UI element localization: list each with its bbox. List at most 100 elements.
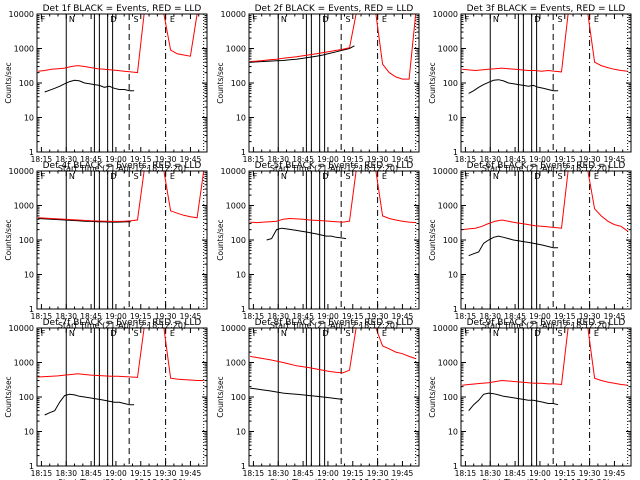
y-tick-label: 1000 bbox=[226, 202, 246, 211]
marker-letter: S bbox=[133, 329, 138, 338]
x-tick-label: 18:15 bbox=[243, 155, 265, 164]
x-tick-label: 19:45 bbox=[392, 312, 414, 321]
x-tick-label: 18:30 bbox=[55, 155, 77, 164]
y-tick-label: 1000 bbox=[438, 45, 458, 54]
series-line-events bbox=[468, 392, 559, 412]
series-line-lld bbox=[250, 14, 417, 80]
y-tick-label: 1 bbox=[29, 462, 34, 471]
y-tick-label: 10000 bbox=[221, 167, 246, 176]
x-axis-label: Start Time (21-Apr-12 18:12:20) bbox=[270, 164, 398, 173]
x-tick-label: 18:15 bbox=[243, 312, 265, 321]
marker-letter: E bbox=[594, 15, 599, 24]
x-tick-label: 18:45 bbox=[292, 155, 314, 164]
y-tick-label: 100 bbox=[19, 393, 34, 402]
marker-letter: N bbox=[493, 172, 499, 181]
marker-letter: N bbox=[493, 329, 499, 338]
marker-letter: D bbox=[110, 329, 116, 338]
x-tick-label: 18:30 bbox=[55, 469, 77, 478]
marker-letter: D bbox=[534, 329, 540, 338]
chart-title: Det 4f BLACK = Events, RED = LLD bbox=[43, 161, 202, 171]
x-tick-label: 19:45 bbox=[604, 155, 626, 164]
x-tick-label: 19:15 bbox=[342, 155, 364, 164]
marker-letter: D bbox=[534, 15, 540, 24]
x-tick-label: 18:45 bbox=[504, 469, 526, 478]
marker-letter: N bbox=[69, 15, 75, 24]
chart-title: Det 1f BLACK = Events, RED = LLD bbox=[43, 4, 202, 14]
marker-letter: E bbox=[382, 15, 387, 24]
x-tick-label: 18:45 bbox=[504, 312, 526, 321]
marker-letter: D bbox=[110, 15, 116, 24]
y-tick-label: 1 bbox=[453, 148, 458, 157]
y-axis-label: Counts/sec bbox=[428, 376, 437, 417]
marker-letter: E bbox=[170, 329, 175, 338]
y-tick-label: 100 bbox=[443, 79, 458, 88]
series-line-events bbox=[468, 235, 559, 257]
marker-letter: E bbox=[382, 172, 387, 181]
series-line-lld bbox=[250, 328, 416, 374]
marker-letter: E bbox=[594, 329, 599, 338]
y-axis-label: Counts/sec bbox=[4, 62, 13, 103]
y-axis-label: Counts/sec bbox=[4, 376, 13, 417]
y-tick-label: 10 bbox=[448, 428, 458, 437]
x-tick-label: 19:45 bbox=[392, 469, 414, 478]
x-tick-label: 19:00 bbox=[317, 312, 339, 321]
marker-letter: E bbox=[170, 15, 175, 24]
marker-letter: N bbox=[281, 15, 287, 24]
y-axis-label: Counts/sec bbox=[428, 219, 437, 260]
series-line-events bbox=[44, 79, 135, 93]
y-tick-label: 10 bbox=[24, 428, 34, 437]
plot-area bbox=[462, 328, 629, 466]
marker-letter: F bbox=[41, 172, 46, 181]
marker-letter: D bbox=[322, 329, 328, 338]
x-tick-label: 19:45 bbox=[392, 155, 414, 164]
x-tick-label: 19:00 bbox=[317, 469, 339, 478]
x-tick-label: 19:00 bbox=[529, 312, 551, 321]
y-tick-label: 1000 bbox=[226, 45, 246, 54]
y-tick-label: 100 bbox=[443, 393, 458, 402]
series-line-events bbox=[468, 79, 559, 94]
x-tick-label: 18:30 bbox=[267, 312, 289, 321]
x-tick-label: 19:45 bbox=[604, 312, 626, 321]
y-tick-label: 10000 bbox=[433, 10, 458, 19]
y-tick-label: 10000 bbox=[221, 324, 246, 333]
marker-letter: S bbox=[133, 15, 138, 24]
marker-letter: S bbox=[557, 172, 562, 181]
x-tick-label: 19:00 bbox=[529, 469, 551, 478]
y-tick-label: 10000 bbox=[221, 10, 246, 19]
marker-letter: N bbox=[281, 329, 287, 338]
y-axis-label: Counts/sec bbox=[4, 219, 13, 260]
y-tick-label: 10 bbox=[24, 271, 34, 280]
plot-area bbox=[462, 14, 629, 152]
y-tick-label: 1 bbox=[29, 148, 34, 157]
x-tick-label: 19:15 bbox=[130, 155, 152, 164]
marker-letter: F bbox=[253, 329, 258, 338]
chart-title: Det 2f BLACK = Events, RED = LLD bbox=[255, 4, 414, 14]
x-tick-label: 19:15 bbox=[130, 469, 152, 478]
x-tick-label: 18:15 bbox=[243, 469, 265, 478]
x-tick-label: 18:15 bbox=[31, 312, 53, 321]
series-line-lld bbox=[38, 171, 205, 222]
y-tick-label: 100 bbox=[19, 79, 34, 88]
marker-letter: E bbox=[382, 329, 387, 338]
x-tick-label: 19:15 bbox=[342, 469, 364, 478]
x-axis-label: Start Time (21-Apr-12 18:12:20) bbox=[58, 478, 186, 480]
x-tick-label: 19:00 bbox=[105, 312, 127, 321]
y-tick-label: 10 bbox=[236, 428, 246, 437]
y-tick-label: 10 bbox=[448, 271, 458, 280]
x-tick-label: 19:15 bbox=[554, 155, 576, 164]
series-line-events bbox=[44, 393, 135, 416]
x-axis-label: Start Time (21-Apr-12 18:12:20) bbox=[482, 478, 610, 480]
marker-letter: S bbox=[345, 329, 350, 338]
y-tick-label: 1 bbox=[241, 462, 246, 471]
y-tick-label: 1000 bbox=[14, 45, 34, 54]
x-axis-label: Start Time (21-Apr-12 18:12:20) bbox=[58, 321, 186, 330]
chart-title: Det 5f BLACK = Events, RED = LLD bbox=[255, 161, 414, 171]
x-tick-label: 18:30 bbox=[267, 155, 289, 164]
y-axis-label: Counts/sec bbox=[428, 62, 437, 103]
